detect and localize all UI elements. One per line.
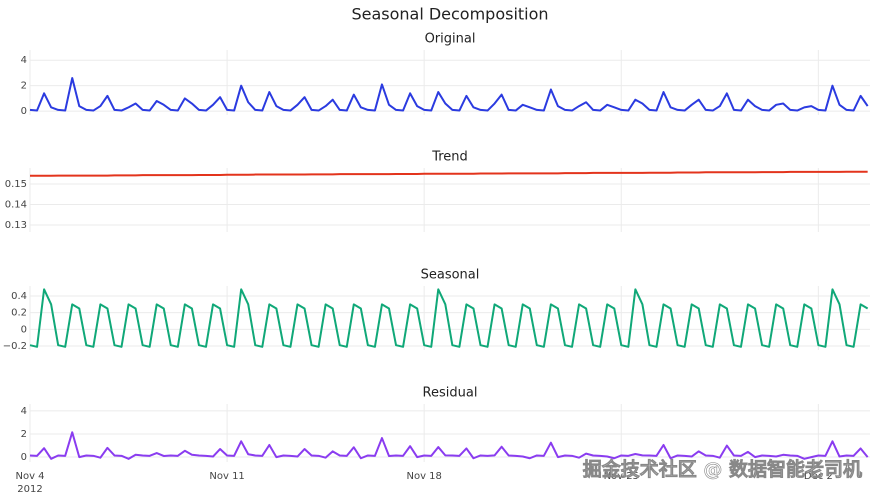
y-tick-label: 2 (21, 81, 27, 92)
subplot-title: Original (425, 32, 476, 47)
x-tick-label: Nov 11 (209, 471, 244, 482)
y-tick-label: 0 (21, 106, 27, 117)
y-tick-label: 0.2 (11, 308, 27, 319)
y-tick-label: 4 (21, 55, 27, 66)
x-tick-label: Nov 18 (406, 471, 441, 482)
series-line (29, 288, 869, 348)
y-tick-label: 0 (21, 452, 27, 463)
chart-title: Seasonal Decomposition (351, 5, 548, 24)
y-tick-label: 4 (21, 406, 27, 417)
y-tick-label: −0.2 (3, 341, 27, 352)
series-line (30, 170, 868, 177)
subplot-title: Trend (431, 150, 468, 165)
subplot-title: Seasonal (421, 268, 480, 283)
x-tick-label: Nov 4 2012 (15, 471, 44, 495)
x-tick-label: Nov 25 (604, 471, 639, 482)
series-line (29, 77, 869, 112)
subplot-title: Residual (423, 386, 478, 401)
y-tick-label: 0 (21, 324, 27, 335)
y-tick-label: 0.4 (11, 291, 27, 302)
watermark: 掘金技术社区 @ 数据智能老司机 (583, 458, 862, 481)
y-tick-label: 0.15 (5, 179, 27, 190)
series-line (29, 431, 869, 460)
y-tick-label: 2 (21, 429, 27, 440)
y-tick-label: 0.13 (5, 220, 27, 231)
x-tick-label: Dec 2 (804, 471, 833, 482)
y-tick-label: 0.14 (5, 200, 27, 211)
